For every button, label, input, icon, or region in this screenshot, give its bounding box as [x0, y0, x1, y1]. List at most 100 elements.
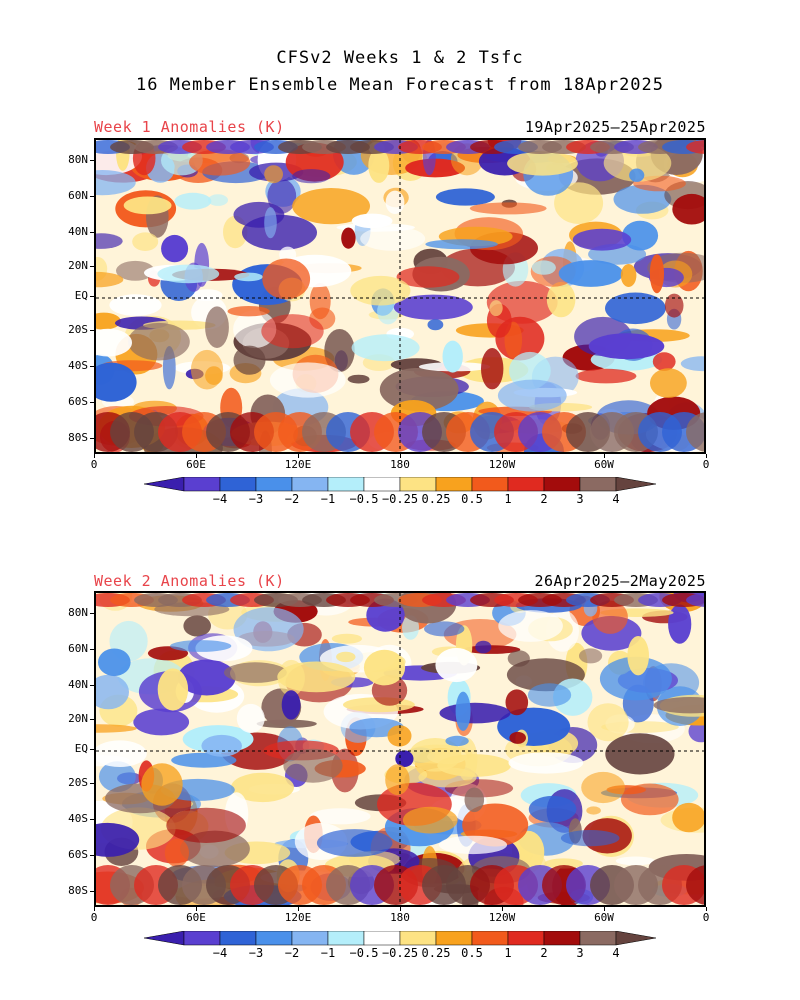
week1-map [94, 138, 706, 454]
lon-label: 120E [284, 911, 312, 924]
colorbar-swatch [507, 477, 545, 492]
lat-label: 60S [68, 848, 88, 861]
lat-tick [90, 438, 94, 439]
lat-label: EQ [74, 289, 88, 302]
colorbar-label: −3 [248, 492, 264, 506]
colorbar-swatch [435, 931, 473, 946]
lat-label: 80S [68, 431, 88, 444]
lat-label: 20S [68, 323, 88, 336]
lon-label: 60E [186, 911, 206, 924]
colorbar-swatch [327, 477, 365, 492]
week1-dates: 19Apr2025–25Apr2025 [524, 118, 706, 136]
lon-label: 60E [186, 458, 206, 471]
colorbar-swatch [291, 477, 329, 492]
lat-tick [90, 296, 94, 297]
lat-tick [90, 330, 94, 331]
lat-tick [90, 613, 94, 614]
lat-tick [90, 649, 94, 650]
colorbar-label: 3 [576, 946, 584, 960]
colorbar-swatch [255, 477, 293, 492]
colorbar-swatch [471, 931, 509, 946]
lat-label: 40S [68, 359, 88, 372]
colorbar-label: 2 [540, 492, 548, 506]
lon-label: 120W [488, 911, 516, 924]
lon-tick [94, 454, 95, 458]
colorbar-swatch [543, 931, 581, 946]
lat-tick [90, 685, 94, 686]
colorbar-label: 1 [504, 492, 512, 506]
lat-label: 20N [68, 259, 88, 272]
colorbar-label: 0.25 [421, 946, 451, 960]
lat-label: 60S [68, 395, 88, 408]
colorbar-swatch [219, 477, 257, 492]
lon-tick [502, 907, 503, 911]
lon-tick [604, 907, 605, 911]
lat-tick [90, 749, 94, 750]
colorbar-swatch [183, 477, 221, 492]
lat-tick [90, 232, 94, 233]
lon-tick [706, 454, 707, 458]
week1-label: Week 1 Anomalies (K) [94, 118, 285, 136]
colorbar-swatch [219, 931, 257, 946]
colorbar-label: −2 [284, 492, 300, 506]
colorbar-label: 2 [540, 946, 548, 960]
colorbar-label: 4 [612, 946, 620, 960]
colorbar-swatch [471, 477, 509, 492]
colorbar-swatch [435, 477, 473, 492]
lat-tick [90, 855, 94, 856]
lat-tick [90, 366, 94, 367]
colorbar-label: −0.25 [381, 492, 419, 506]
lon-tick [298, 454, 299, 458]
colorbar-label: 1 [504, 946, 512, 960]
colorbar-label: −0.5 [349, 492, 379, 506]
colorbar-swatch [579, 477, 617, 492]
lon-label: 120W [488, 458, 516, 471]
lon-label: 0 [90, 458, 98, 471]
lat-tick [90, 196, 94, 197]
lat-tick [90, 266, 94, 267]
colorbar-swatch [507, 931, 545, 946]
lat-label: 40N [68, 225, 88, 238]
lon-tick [706, 907, 707, 911]
lon-label: 180 [390, 458, 410, 471]
lat-label: EQ [74, 742, 88, 755]
lon-tick [196, 907, 197, 911]
colorbar-label: −0.5 [349, 946, 379, 960]
lat-label: 20N [68, 712, 88, 725]
lon-tick [400, 907, 401, 911]
lon-tick [298, 907, 299, 911]
lon-tick [604, 454, 605, 458]
colorbar-swatch [579, 931, 617, 946]
lat-label: 40S [68, 812, 88, 825]
colorbar-swatch [255, 931, 293, 946]
colorbar-label: 0.25 [421, 492, 451, 506]
lat-label: 80N [68, 153, 88, 166]
colorbar-swatch [291, 931, 329, 946]
colorbar-label: −1 [320, 492, 336, 506]
lat-label: 80S [68, 884, 88, 897]
lat-tick [90, 719, 94, 720]
colorbar-swatch [363, 477, 401, 492]
colorbar-swatch [399, 931, 437, 946]
colorbar-swatches [144, 477, 656, 492]
colorbar-label: −4 [212, 492, 228, 506]
lon-tick [94, 907, 95, 911]
lon-label: 60W [594, 911, 614, 924]
colorbar-label: 3 [576, 492, 584, 506]
lat-label: 40N [68, 678, 88, 691]
colorbar-label: 0.5 [461, 492, 483, 506]
lon-tick [196, 454, 197, 458]
colorbar-swatches [144, 931, 656, 946]
colorbar-label: −1 [320, 946, 336, 960]
lon-tick [400, 454, 401, 458]
colorbar-swatch [615, 477, 656, 492]
lon-label: 120E [284, 458, 312, 471]
week2-label: Week 2 Anomalies (K) [94, 572, 285, 590]
colorbar-label: −4 [212, 946, 228, 960]
lat-label: 80N [68, 606, 88, 619]
colorbar-label: 4 [612, 492, 620, 506]
title-line-2: 16 Member Ensemble Mean Forecast from 18… [135, 75, 665, 95]
colorbar-swatch [144, 931, 185, 946]
lon-label: 0 [90, 911, 98, 924]
lon-tick [502, 454, 503, 458]
